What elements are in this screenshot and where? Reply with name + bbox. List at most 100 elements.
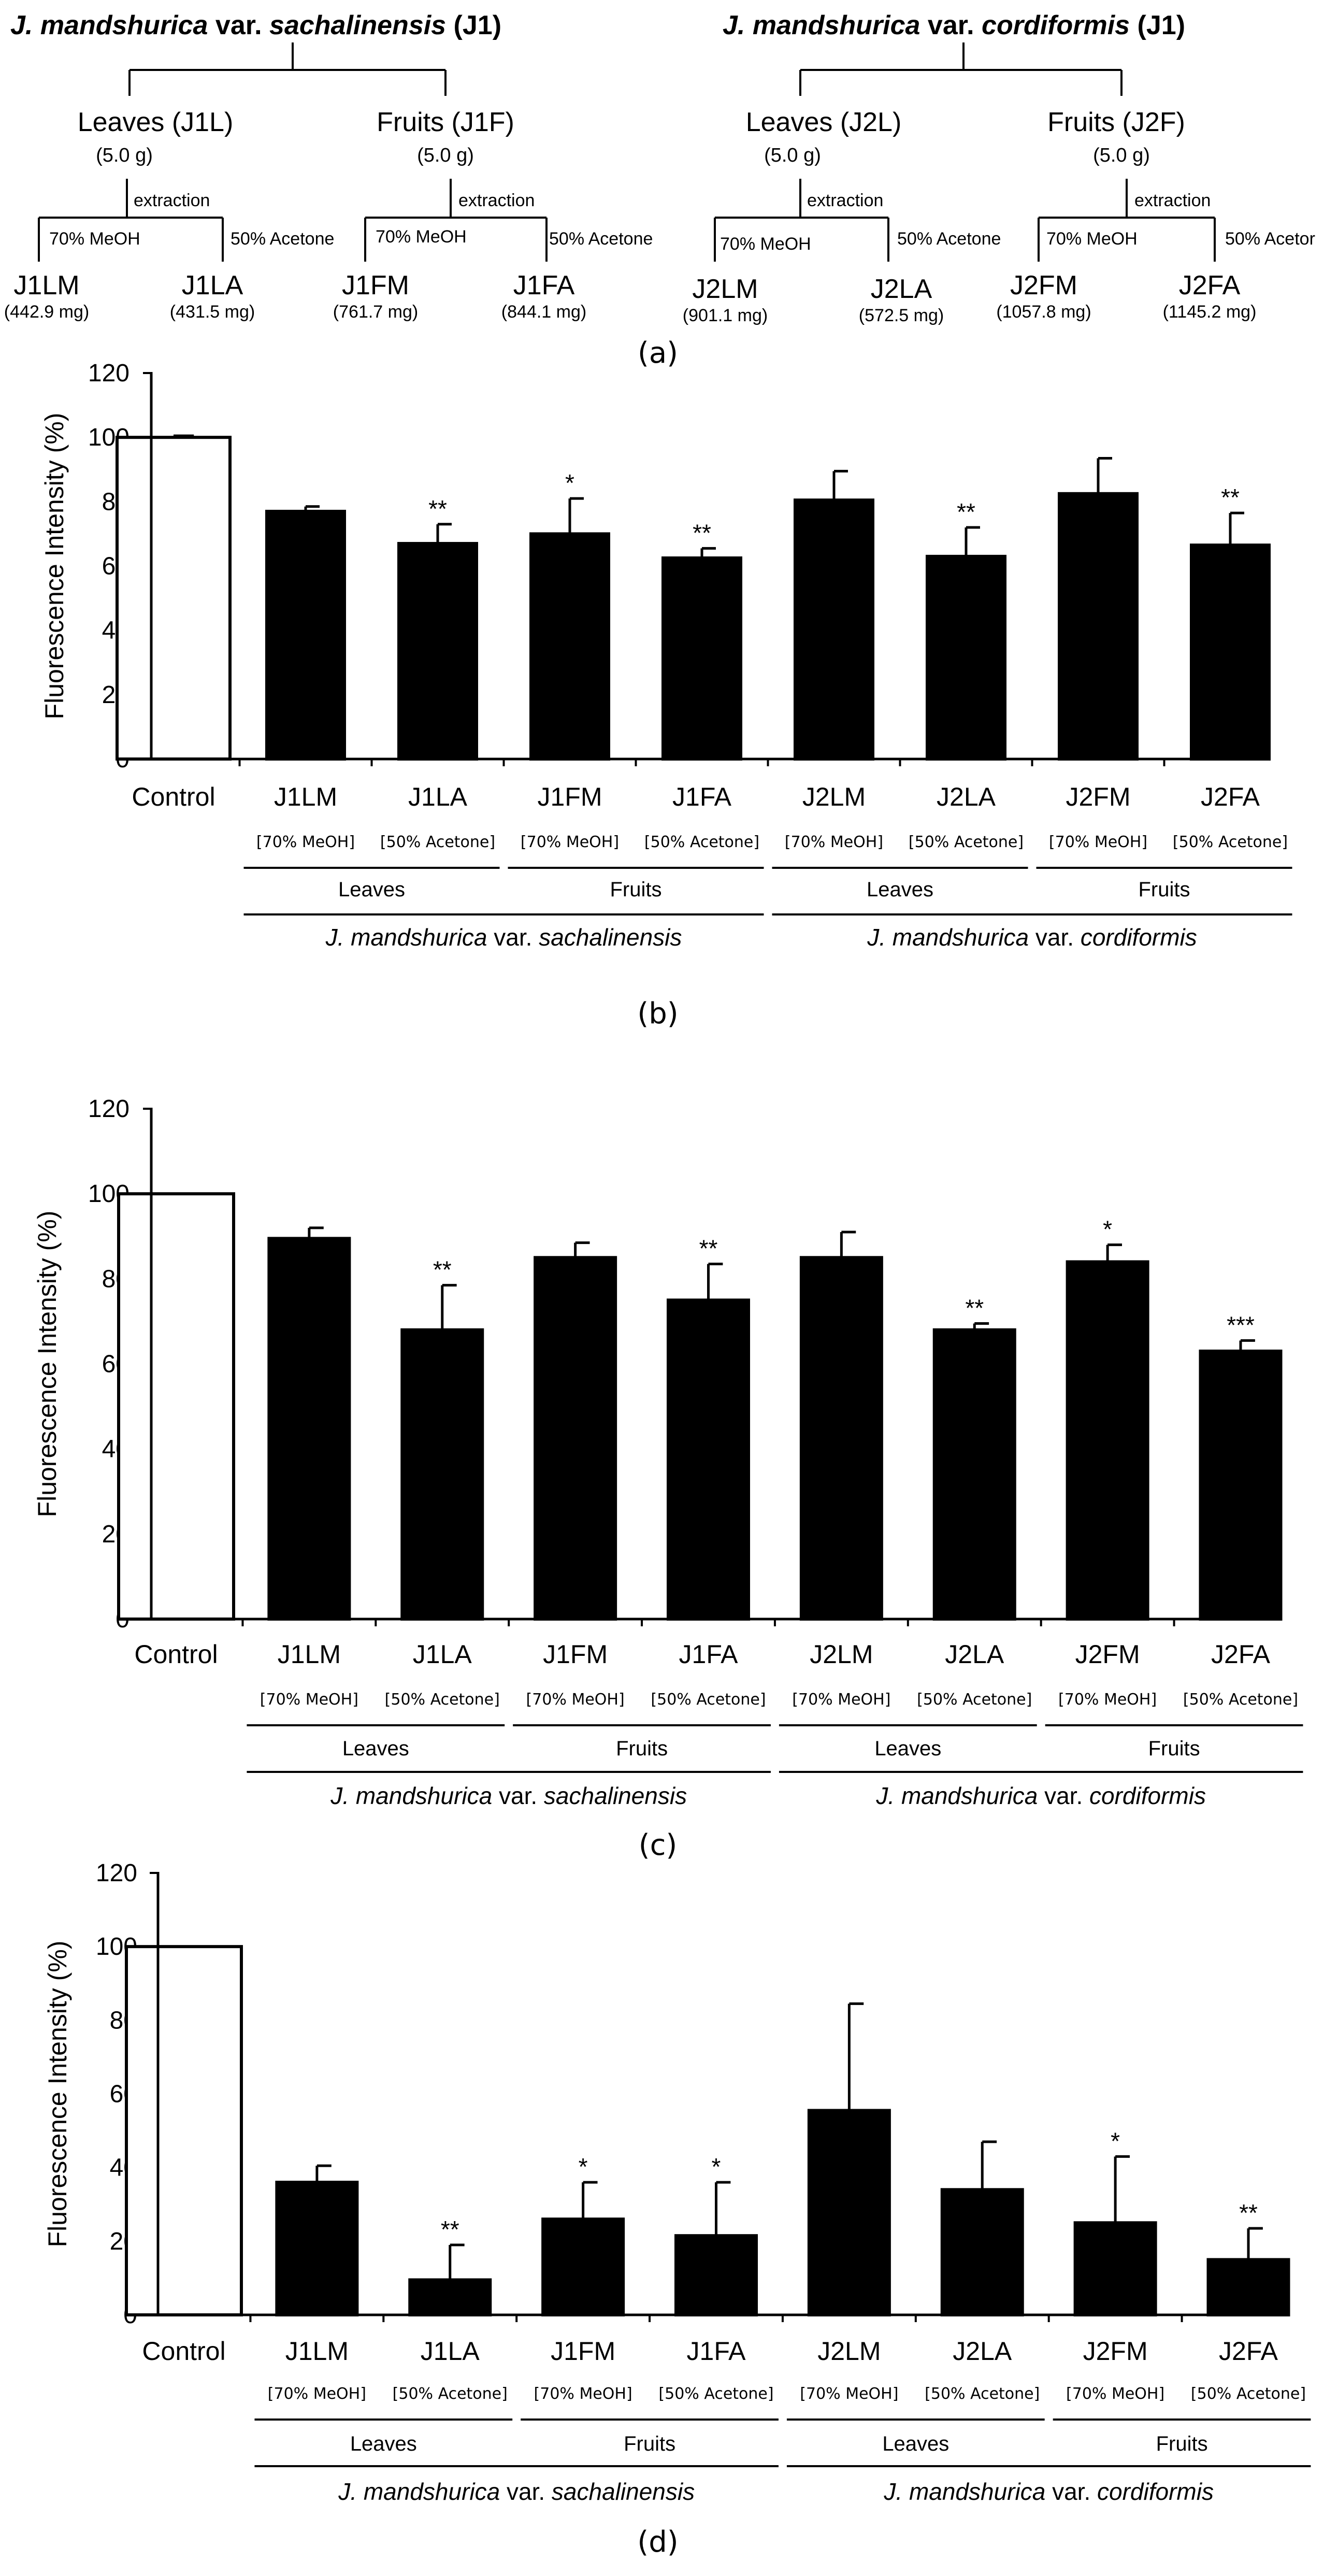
x-tick-label-J1LA: J1LA <box>421 2337 480 2366</box>
x-tick-label-J1FM: J1FM <box>551 2337 615 2366</box>
product-J1FM-yield: (761.7 mg) <box>333 302 418 322</box>
bar-J1LM <box>275 2181 359 2317</box>
solvent-label-J1FA: [50% Acetone] <box>651 1691 766 1709</box>
group-label-0: Leaves <box>350 2432 417 2455</box>
bar-J2LM <box>794 498 874 761</box>
bar-J2LA <box>932 1328 1016 1621</box>
solvent-label-J2LM: [70% MeOH] <box>785 833 883 851</box>
panel-label: (c) <box>639 1828 677 1862</box>
bar-J1FM <box>534 1256 617 1621</box>
product-J2LM-yield: (901.1 mg) <box>683 306 768 325</box>
bar-J1FA <box>661 556 742 761</box>
significance-J2FM: * <box>1103 1216 1112 1243</box>
x-tick-label-J2LM: J2LM <box>817 2337 881 2366</box>
solvent-label-J1LM: [70% MeOH] <box>268 2385 366 2403</box>
group-label-1: Fruits <box>610 878 662 901</box>
significance-J2LA: ** <box>957 498 975 525</box>
x-tick-label-J1LM: J1LM <box>278 1640 341 1669</box>
part-1-extraction: extraction <box>134 191 210 210</box>
bar-J1LA <box>408 2278 492 2316</box>
solvent-label-J1LM: [70% MeOH] <box>256 833 355 851</box>
x-tick-label-J1FM: J1FM <box>543 1640 608 1669</box>
product-J2LA: J2LA <box>871 274 932 304</box>
chart-c: 020406080100120Fluorescence Intensity (%… <box>33 1095 1303 1862</box>
product-J1FA: J1FA <box>513 270 575 300</box>
bar-J2LM <box>799 1256 883 1621</box>
group-label-2: Leaves <box>874 1737 941 1760</box>
bar-J2FM <box>1073 2221 1157 2316</box>
solvent-label-J1FA: [50% Acetone] <box>658 2385 773 2403</box>
chart-b: 020406080100120Fluorescence Intensity (%… <box>40 360 1292 1031</box>
solvent-label-J2FA: [50% Acetone] <box>1173 833 1288 851</box>
solvent-label-J2FM: [70% MeOH] <box>1049 833 1147 851</box>
significance-J2LA: ** <box>965 1295 984 1322</box>
y-axis-label: Fluorescence Intensity (%) <box>43 1941 72 2248</box>
species-label-1: J. mandshurica var. cordiformis <box>883 2478 1214 2505</box>
x-tick-label-Control: Control <box>134 1640 218 1669</box>
bar-J1FA <box>674 2234 758 2317</box>
product-J1FA-yield: (844.1 mg) <box>501 302 586 322</box>
panel-label-a: (a) <box>638 336 678 370</box>
group-label-3: Fruits <box>1156 2432 1208 2455</box>
species-label-1: J. mandshurica var. cordiformis <box>867 924 1197 951</box>
part-1-solvent-1: 70% MeOH <box>49 229 140 249</box>
bar-J2FA <box>1190 543 1271 761</box>
product-J1LM: J1LM <box>13 270 79 300</box>
significance-J1FA: * <box>712 2153 721 2180</box>
significance-J1FM: * <box>565 469 574 496</box>
group-label-2: Leaves <box>882 2432 949 2455</box>
panel-label: (d) <box>637 2525 678 2559</box>
bar-J2FA <box>1199 1349 1283 1621</box>
solvent-label-J2FA: [50% Acetone] <box>1183 1691 1298 1709</box>
panel-label: (b) <box>637 997 678 1031</box>
group-label-0: Leaves <box>338 878 405 901</box>
group-label-2: Leaves <box>867 878 933 901</box>
species-label-0: J. mandshurica var. sachalinensis <box>325 924 682 951</box>
solvent-label-J1LM: [70% MeOH] <box>260 1691 358 1709</box>
x-tick-label-J1LM: J1LM <box>285 2337 349 2366</box>
part-2-mass: (5.0 g) <box>417 145 474 166</box>
part-3-solvent-2: 50% Acetone <box>897 229 1001 249</box>
bar-J1FM <box>529 532 610 761</box>
x-tick-label-J1LM: J1LM <box>274 782 337 811</box>
solvent-label-J2FM: [70% MeOH] <box>1066 2385 1164 2403</box>
x-tick-label-J2LM: J2LM <box>810 1640 873 1669</box>
x-tick-label-J2LA: J2LA <box>945 1640 1004 1669</box>
significance-J1FA: ** <box>699 1235 718 1262</box>
x-tick-label-J2FA: J2FA <box>1211 1640 1271 1669</box>
solvent-label-J2LM: [70% MeOH] <box>792 1691 890 1709</box>
significance-J1LA: ** <box>428 495 447 522</box>
bar-Control <box>116 436 232 761</box>
x-tick-label-J1FA: J1FA <box>679 1640 739 1669</box>
product-J1LA: J1LA <box>182 270 243 300</box>
product-J2FA-yield: (1145.2 mg) <box>1163 302 1257 322</box>
bar-J1LM <box>267 1237 351 1621</box>
product-J2FA: J2FA <box>1179 270 1241 300</box>
significance-J1LA: ** <box>441 2216 459 2243</box>
group-label-3: Fruits <box>1139 878 1190 901</box>
solvent-label-J2LA: [50% Acetone] <box>917 1691 1032 1709</box>
y-tick-label: 120 <box>88 1095 130 1123</box>
x-tick-label-J2FM: J2FM <box>1075 1640 1140 1669</box>
bar-J2LM <box>807 2109 891 2317</box>
solvent-label-J1FM: [70% MeOH] <box>534 2385 632 2403</box>
extraction-scheme: J. mandshurica var. sachalinensis (J1) L… <box>4 10 1315 370</box>
solvent-label-J1LA: [50% Acetone] <box>385 1691 500 1709</box>
part-3-label: Leaves (J2L) <box>746 107 902 137</box>
part-2-extraction: extraction <box>458 191 535 210</box>
y-tick-label: 120 <box>96 1859 137 1887</box>
y-tick-label: 120 <box>88 360 130 387</box>
solvent-label-J1FM: [70% MeOH] <box>521 833 619 851</box>
solvent-label-J1FA: [50% Acetone] <box>644 833 759 851</box>
part-4-solvent-1: 70% MeOH <box>1046 229 1138 249</box>
product-J2FM: J2FM <box>1010 270 1077 300</box>
part-1-label: Leaves (J1L) <box>78 107 234 137</box>
x-tick-label-J1FA: J1FA <box>687 2337 746 2366</box>
x-tick-label-J2FA: J2FA <box>1219 2337 1278 2366</box>
group-label-0: Leaves <box>342 1737 409 1760</box>
bar-J2LA <box>926 554 1006 761</box>
product-J1LA-yield: (431.5 mg) <box>170 302 255 322</box>
part-4-extraction: extraction <box>1134 191 1211 210</box>
species-label-0: J. mandshurica var. sachalinensis <box>330 1782 687 1809</box>
product-J2FM-yield: (1057.8 mg) <box>996 302 1091 322</box>
